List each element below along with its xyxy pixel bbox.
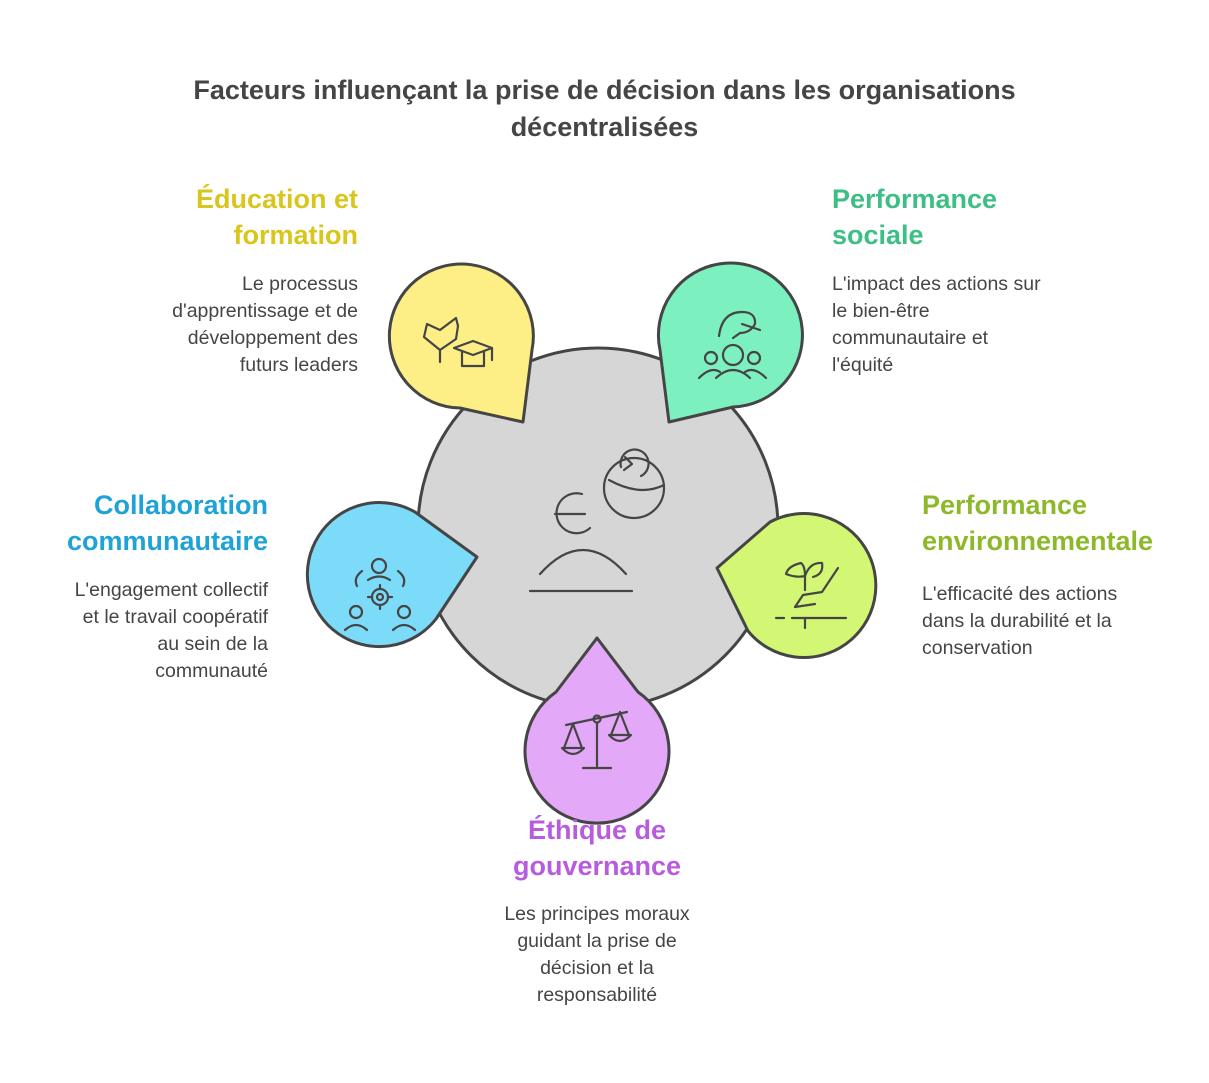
person-thinking-cycle-icon	[528, 448, 666, 593]
balance-scale-icon	[560, 710, 633, 770]
education-drop	[387, 262, 535, 424]
collaboration-heading: Collaboration communautaire	[66, 490, 268, 556]
environment-description: L'efficacité des actions dans la durabil…	[922, 583, 1118, 659]
hand-over-community-icon	[697, 310, 768, 380]
page-title: Facteurs influençant la prise de décisio…	[0, 72, 1209, 146]
person-graduation-cap-icon	[422, 316, 494, 368]
collaboration-description: L'engagement collectif et le travail coo…	[74, 579, 268, 682]
education-description: Le processus d'apprentissage et de dével…	[172, 273, 358, 376]
people-gear-icon	[343, 557, 417, 632]
title-line-2: décentralisées	[510, 112, 699, 142]
ethics-heading: Éthique de gouvernance	[512, 815, 682, 881]
social-heading: Performance sociale	[832, 184, 998, 250]
social-drop	[656, 261, 804, 424]
ethics-description: Les principes moraux guidant la prise de…	[504, 903, 690, 1006]
environment-drop	[715, 512, 878, 660]
hand-plant-sprout-icon	[774, 561, 848, 630]
social-description: L'impact des actions sur le bien-être co…	[832, 273, 1041, 376]
education-heading: Éducation et formation	[195, 184, 358, 250]
title-line-1: Facteurs influençant la prise de décisio…	[193, 75, 1016, 105]
environment-heading: Performance environnementale	[922, 490, 1154, 556]
